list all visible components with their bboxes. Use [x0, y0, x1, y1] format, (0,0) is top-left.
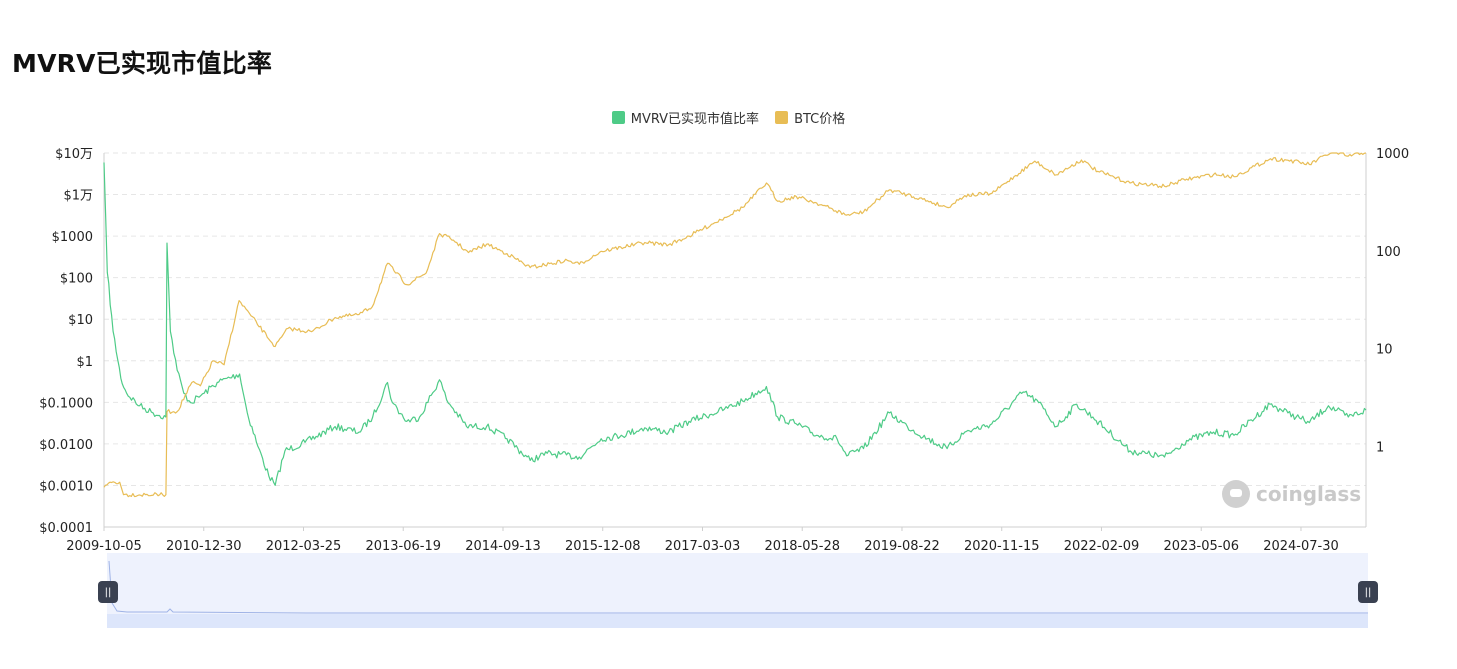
legend-swatch-mvrv: [611, 110, 625, 124]
grip-icon: ||: [1364, 586, 1372, 598]
legend-item-mvrv[interactable]: MVRV已实现市值比率: [611, 108, 760, 127]
page-title: MVRV已实现市值比率: [12, 49, 273, 78]
x-tick-label: 2020-11-15: [964, 539, 1040, 554]
y-right-tick-label: 1000: [1376, 147, 1409, 162]
y-left-tick-label: $10万: [55, 147, 93, 162]
zoom-slider-track: [107, 614, 1368, 628]
legend-item-btc-price[interactable]: BTC价格: [775, 108, 846, 127]
y-left-tick-label: $0.0100: [39, 438, 93, 453]
y-right-tick-label: 100: [1376, 245, 1401, 260]
legend-swatch-btc-price: [775, 110, 789, 124]
y-left-tick-label: $0.0001: [39, 521, 93, 536]
zoom-handle-left[interactable]: ||: [98, 581, 118, 603]
series-line-btc-price: [103, 152, 1367, 498]
x-tick-label: 2022-02-09: [1064, 539, 1140, 554]
y-right-tick-label: 1: [1376, 440, 1384, 455]
y-left-tick-label: $1万: [63, 189, 93, 204]
x-tick-label: 2014-09-13: [465, 539, 541, 554]
zoom-preview-line: [108, 560, 1368, 614]
y-left-tick-label: $100: [60, 272, 93, 287]
watermark-text: coinglass: [1256, 482, 1362, 506]
x-tick-label: 2015-12-08: [565, 539, 641, 554]
legend-label-btc-price: BTC价格: [794, 111, 846, 127]
x-tick-label: 2023-05-06: [1163, 539, 1239, 554]
x-tick-label: 2009-10-05: [66, 539, 142, 554]
grip-icon: ||: [104, 586, 112, 598]
y-left-tick-label: $0.1000: [39, 396, 93, 411]
x-tick-label: 2024-07-30: [1263, 539, 1339, 554]
y-left-tick-label: $1000: [52, 230, 93, 245]
x-tick-label: 2019-08-22: [864, 539, 940, 554]
legend-label-mvrv: MVRV已实现市值比率: [630, 111, 760, 127]
watermark: coinglass: [1222, 480, 1361, 508]
x-tick-label: 2018-05-28: [764, 539, 840, 554]
y-left-tick-label: $10: [68, 313, 93, 328]
x-tick-label: 2013-06-19: [365, 539, 441, 554]
x-tick-label: 2010-12-30: [166, 539, 242, 554]
zoom-handle-right[interactable]: ||: [1358, 581, 1378, 603]
series-line-mvrv: [103, 162, 1367, 486]
x-tick-label: 2012-03-25: [266, 539, 342, 554]
y-left-tick-label: $1: [76, 355, 93, 370]
y-left-tick-label: $0.0010: [39, 479, 93, 494]
coinglass-logo-icon: [1222, 480, 1250, 508]
y-right-tick-label: 10: [1376, 343, 1393, 358]
chart-legend: MVRV已实现市值比率 BTC价格: [0, 108, 1457, 127]
x-tick-label: 2017-03-03: [665, 539, 741, 554]
zoom-slider[interactable]: [107, 553, 1368, 628]
